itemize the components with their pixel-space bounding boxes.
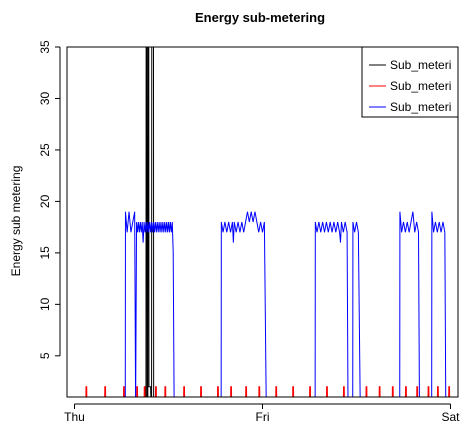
legend-label: Sub_meteri: [390, 79, 451, 93]
y-tick-label: 15: [38, 246, 52, 260]
y-axis-title: Energy sub metering: [9, 166, 23, 277]
legend: Sub_meteri Sub_meteri Sub_meteri: [361, 46, 459, 118]
legend-box: [361, 46, 459, 118]
y-tick-label: 10: [38, 297, 52, 311]
y-tick-label: 30: [38, 91, 52, 105]
y-tick-label: 35: [38, 40, 52, 54]
series-line-3: [124, 211, 447, 397]
series-line-1: [141, 47, 156, 397]
legend-label: Sub_meteri: [390, 100, 451, 114]
plot-frame: [66, 46, 459, 398]
x-tick-label: Sat: [441, 410, 460, 424]
y-tick-label: 25: [38, 143, 52, 157]
chart-title: Energy sub-metering: [195, 10, 325, 25]
plot-layer: [85, 47, 451, 397]
y-tick-label: 20: [38, 194, 52, 208]
y-tick-label: 5: [38, 352, 52, 359]
x-tick-label: Fri: [256, 410, 270, 424]
x-tick-label: Thu: [64, 410, 85, 424]
legend-label: Sub_meteri: [390, 58, 451, 72]
series-line-2: [85, 386, 451, 397]
axis-layer: 5 10 15 20 25 30 35 Thu Fri Sat: [38, 40, 460, 424]
